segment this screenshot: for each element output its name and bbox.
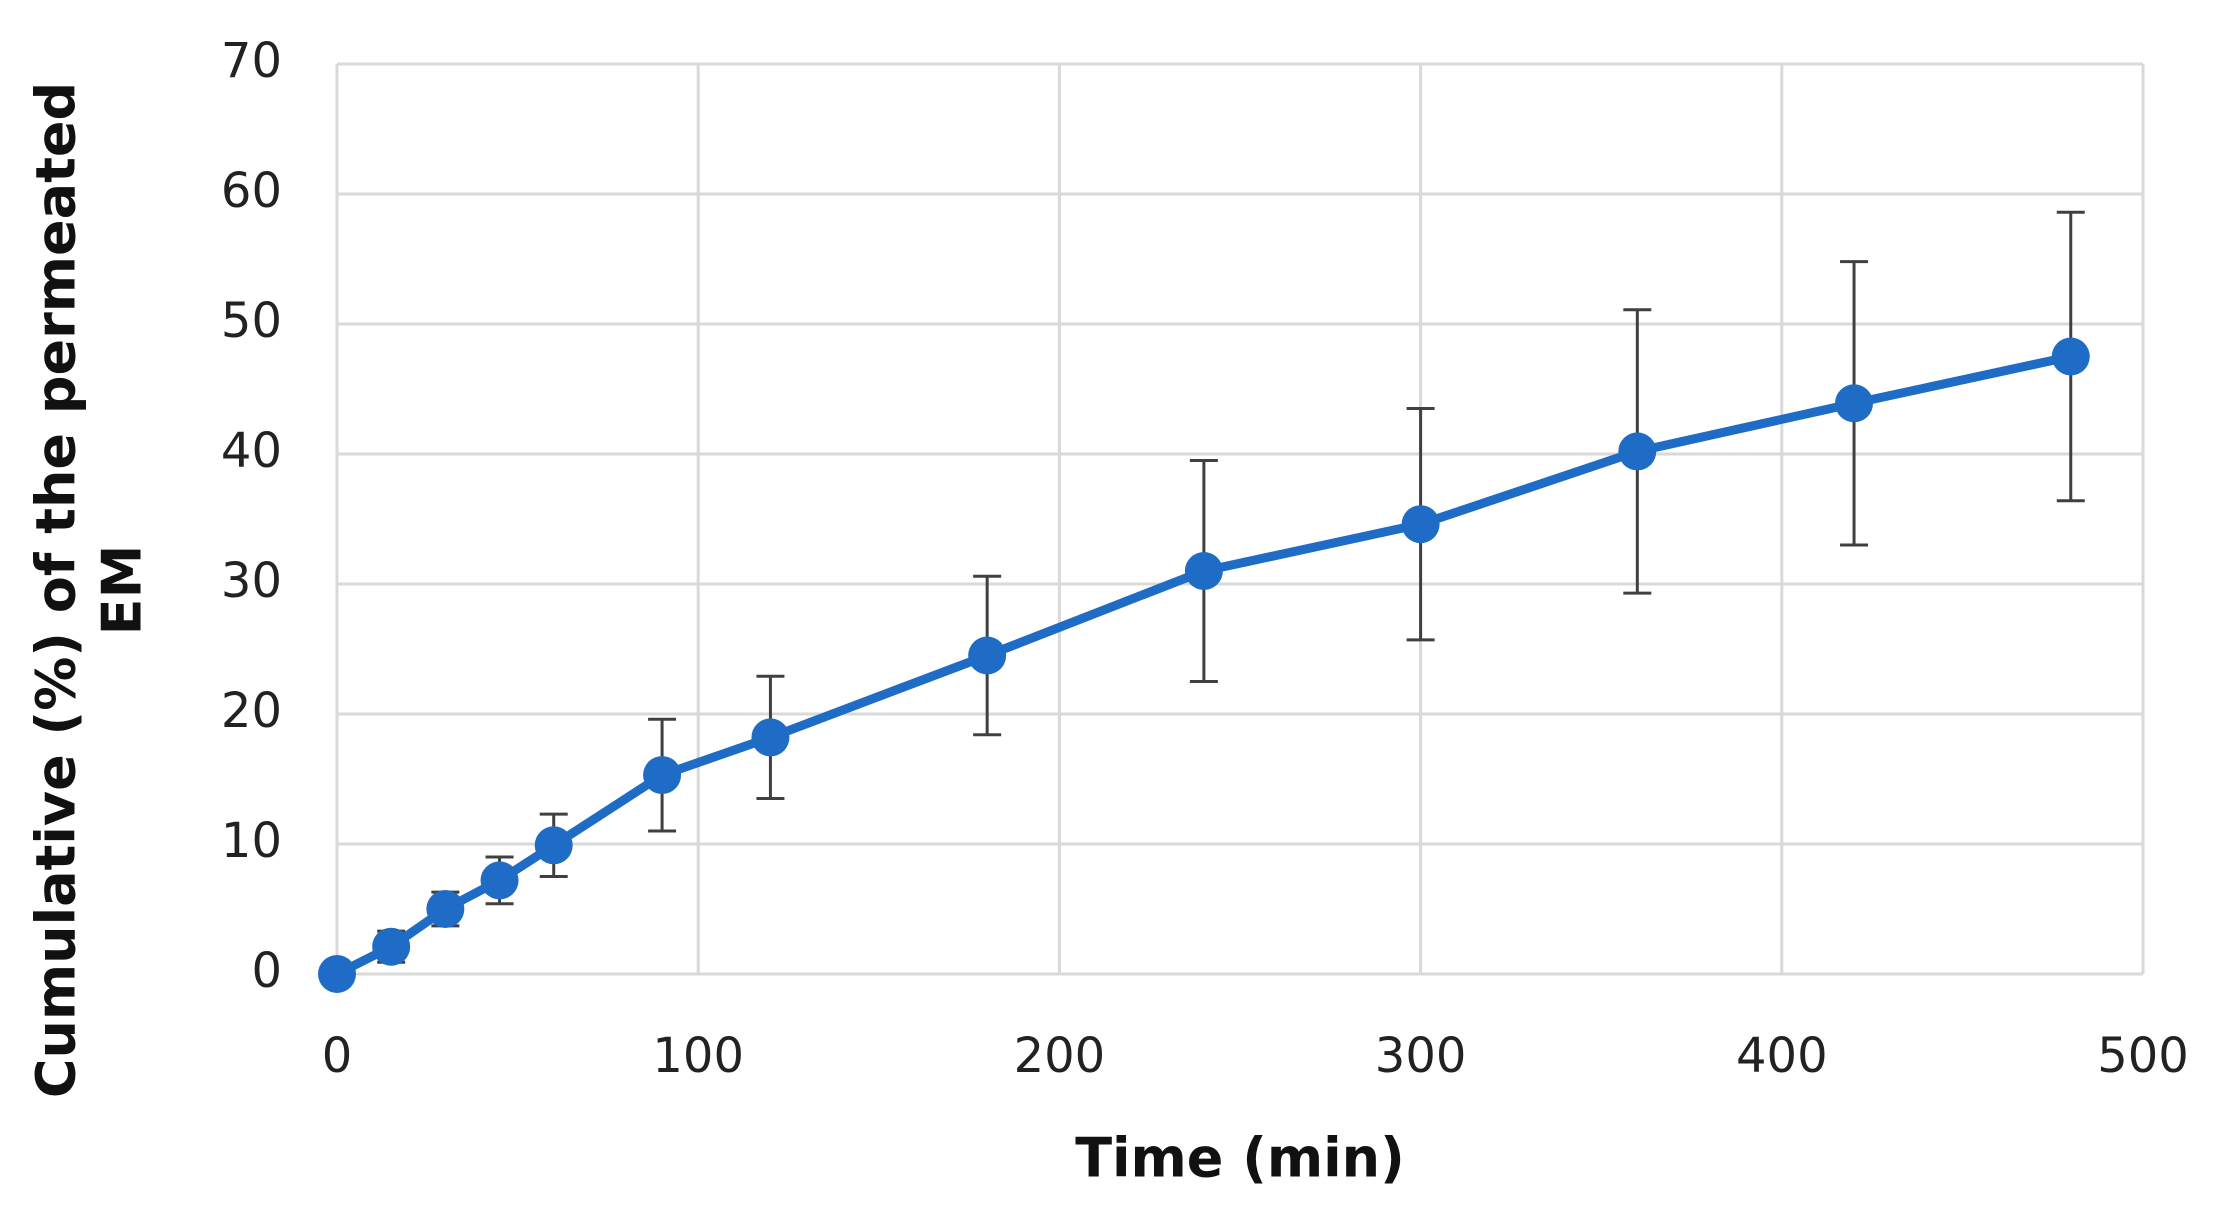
- x-tick-label: 300: [1375, 1028, 1467, 1084]
- data-point: [2051, 337, 2090, 376]
- x-tick-label: 200: [1014, 1028, 1106, 1084]
- y-tick-label: 0: [251, 943, 282, 999]
- y-axis-title-line: EM: [91, 545, 154, 636]
- x-axis-title: Time (min): [1075, 1127, 1405, 1190]
- y-tick-label: 70: [221, 33, 282, 89]
- data-point: [372, 927, 411, 966]
- data-point: [318, 955, 356, 993]
- x-tick-label: 500: [2097, 1028, 2189, 1084]
- data-point: [1401, 505, 1440, 544]
- data-point: [534, 826, 573, 865]
- data-point: [1184, 552, 1223, 590]
- data-point: [1835, 384, 1874, 423]
- x-tick-label: 0: [322, 1028, 353, 1084]
- data-point: [480, 861, 519, 900]
- y-axis-title-line: Cumulative (%) of the permeated: [25, 82, 88, 1098]
- data-point: [643, 756, 682, 795]
- data-point: [968, 636, 1007, 675]
- y-tick-label: 60: [221, 163, 282, 219]
- data-point: [751, 718, 790, 757]
- data-point: [426, 890, 465, 928]
- y-axis-title: Cumulative (%) of the permeated EM: [25, 82, 154, 1098]
- data-point: [1618, 432, 1657, 471]
- y-tick-label: 20: [221, 683, 282, 739]
- x-tick-label: 400: [1736, 1028, 1828, 1084]
- y-tick-label: 10: [221, 813, 282, 869]
- y-tick-label: 30: [221, 553, 282, 609]
- y-tick-label: 50: [221, 293, 282, 349]
- x-tick-label: 100: [652, 1028, 744, 1084]
- y-tick-label: 40: [221, 423, 282, 479]
